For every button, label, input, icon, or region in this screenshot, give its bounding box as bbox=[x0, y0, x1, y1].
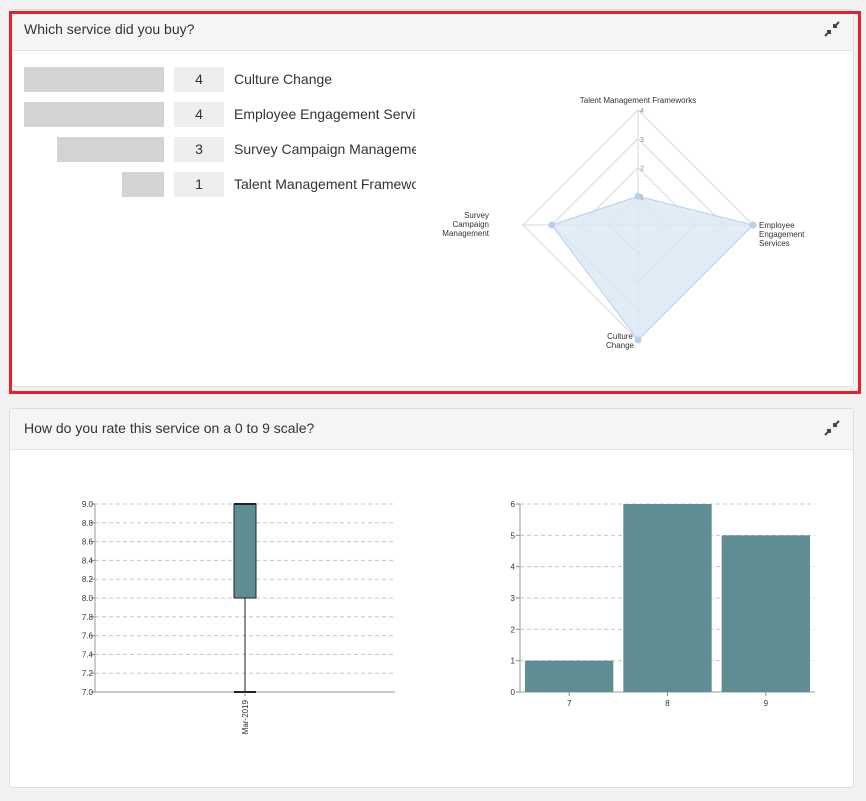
service-panel-title: Which service did you buy? bbox=[24, 21, 195, 37]
bar-label: Talent Management Frameworks bbox=[234, 176, 416, 192]
y-tick-label: 0 bbox=[511, 688, 516, 697]
rating-bar bbox=[525, 660, 614, 692]
y-tick-label: 1 bbox=[511, 657, 516, 666]
radar-tick-label: 1 bbox=[640, 194, 644, 201]
y-tick-label: 6 bbox=[511, 500, 516, 509]
bar bbox=[24, 102, 164, 127]
bar bbox=[57, 137, 164, 162]
radar-axis-label: Change bbox=[606, 341, 635, 350]
y-tick-label: 4 bbox=[511, 563, 516, 572]
x-tick-label: 7 bbox=[567, 699, 572, 708]
radar-area bbox=[550, 195, 754, 341]
bar bbox=[24, 67, 164, 92]
rating-bar bbox=[721, 535, 810, 692]
radar-tick-label: 2 bbox=[640, 166, 644, 173]
y-tick-label: 7.8 bbox=[82, 613, 94, 622]
y-tick-label: 7.0 bbox=[82, 688, 94, 697]
y-tick-label: 2 bbox=[511, 625, 516, 634]
rating-panel: How do you rate this service on a 0 to 9… bbox=[9, 408, 854, 788]
rating-panel-title: How do you rate this service on a 0 to 9… bbox=[24, 420, 315, 436]
bar bbox=[122, 172, 164, 197]
radar-tick-label: 4 bbox=[640, 108, 644, 115]
y-tick-label: 7.2 bbox=[82, 669, 94, 678]
radar-point bbox=[548, 221, 556, 229]
count-box: 4 bbox=[174, 67, 224, 92]
radar-axis-label: Engagement bbox=[759, 230, 805, 239]
radar-chart: 1 2 3 4 Talent Management Frameworks Employe… bbox=[442, 96, 805, 350]
bar-row-survey-campaign: 3 Survey Campaign Management bbox=[24, 137, 424, 162]
service-panel: Which service did you buy? 4 Culture Cha… bbox=[9, 9, 854, 387]
rating-bar-chart: 0 1 2 3 4 5 6 7 8 9 bbox=[511, 500, 815, 708]
box-iqr bbox=[233, 503, 257, 599]
radar-point bbox=[749, 221, 757, 229]
y-tick-label: 3 bbox=[511, 594, 516, 603]
rating-panel-header: How do you rate this service on a 0 to 9… bbox=[10, 409, 853, 450]
radar-tick-label: 3 bbox=[640, 137, 644, 144]
rating-bar bbox=[623, 504, 712, 692]
service-panel-header: Which service did you buy? bbox=[10, 10, 853, 51]
y-tick-label: 9.0 bbox=[82, 500, 94, 509]
radar-axis-label: Talent Management Frameworks bbox=[580, 96, 697, 105]
radar-point bbox=[634, 336, 642, 344]
radar-point bbox=[634, 192, 642, 200]
bar-row-employee-engagement: 4 Employee Engagement Services bbox=[24, 102, 424, 127]
radar-axis-label: Culture bbox=[607, 332, 633, 341]
count-box: 3 bbox=[174, 137, 224, 162]
x-tick-label: 9 bbox=[764, 699, 769, 708]
count-box: 4 bbox=[174, 102, 224, 127]
y-tick-label: 5 bbox=[511, 531, 516, 540]
y-tick-label: 8.0 bbox=[82, 594, 94, 603]
radar-axis-label: Survey bbox=[464, 211, 489, 220]
radar-axis-label: Services bbox=[759, 239, 790, 248]
compress-icon[interactable] bbox=[823, 20, 841, 38]
radar-axis-label: Campaign bbox=[453, 220, 489, 229]
y-tick-label: 8.8 bbox=[82, 519, 94, 528]
y-tick-label: 7.6 bbox=[82, 632, 94, 641]
y-tick-label: 8.4 bbox=[82, 556, 94, 565]
box-plot-chart: 7.0 7.2 7.4 7.6 7.8 8.0 8.2 8.4 8.6 8.8 9.0 Mar-201… bbox=[82, 500, 395, 734]
radar-axis-label: Employee bbox=[759, 221, 795, 230]
bar-row-talent-management: 1 Talent Management Frameworks bbox=[24, 172, 424, 197]
bar-label: Survey Campaign Management bbox=[234, 141, 416, 157]
x-tick-label: Mar-2019 bbox=[241, 699, 250, 734]
y-tick-label: 8.6 bbox=[82, 538, 94, 547]
bar-row-culture-change: 4 Culture Change bbox=[24, 67, 424, 92]
bar-label: Culture Change bbox=[234, 71, 333, 87]
x-tick-label: 8 bbox=[665, 699, 670, 708]
count-box: 1 bbox=[174, 172, 224, 197]
y-tick-label: 8.2 bbox=[82, 575, 94, 584]
radar-axis-label: Management bbox=[442, 229, 489, 238]
bar-label: Employee Engagement Services bbox=[234, 106, 416, 122]
y-tick-label: 7.4 bbox=[82, 650, 94, 659]
compress-icon[interactable] bbox=[823, 419, 841, 437]
